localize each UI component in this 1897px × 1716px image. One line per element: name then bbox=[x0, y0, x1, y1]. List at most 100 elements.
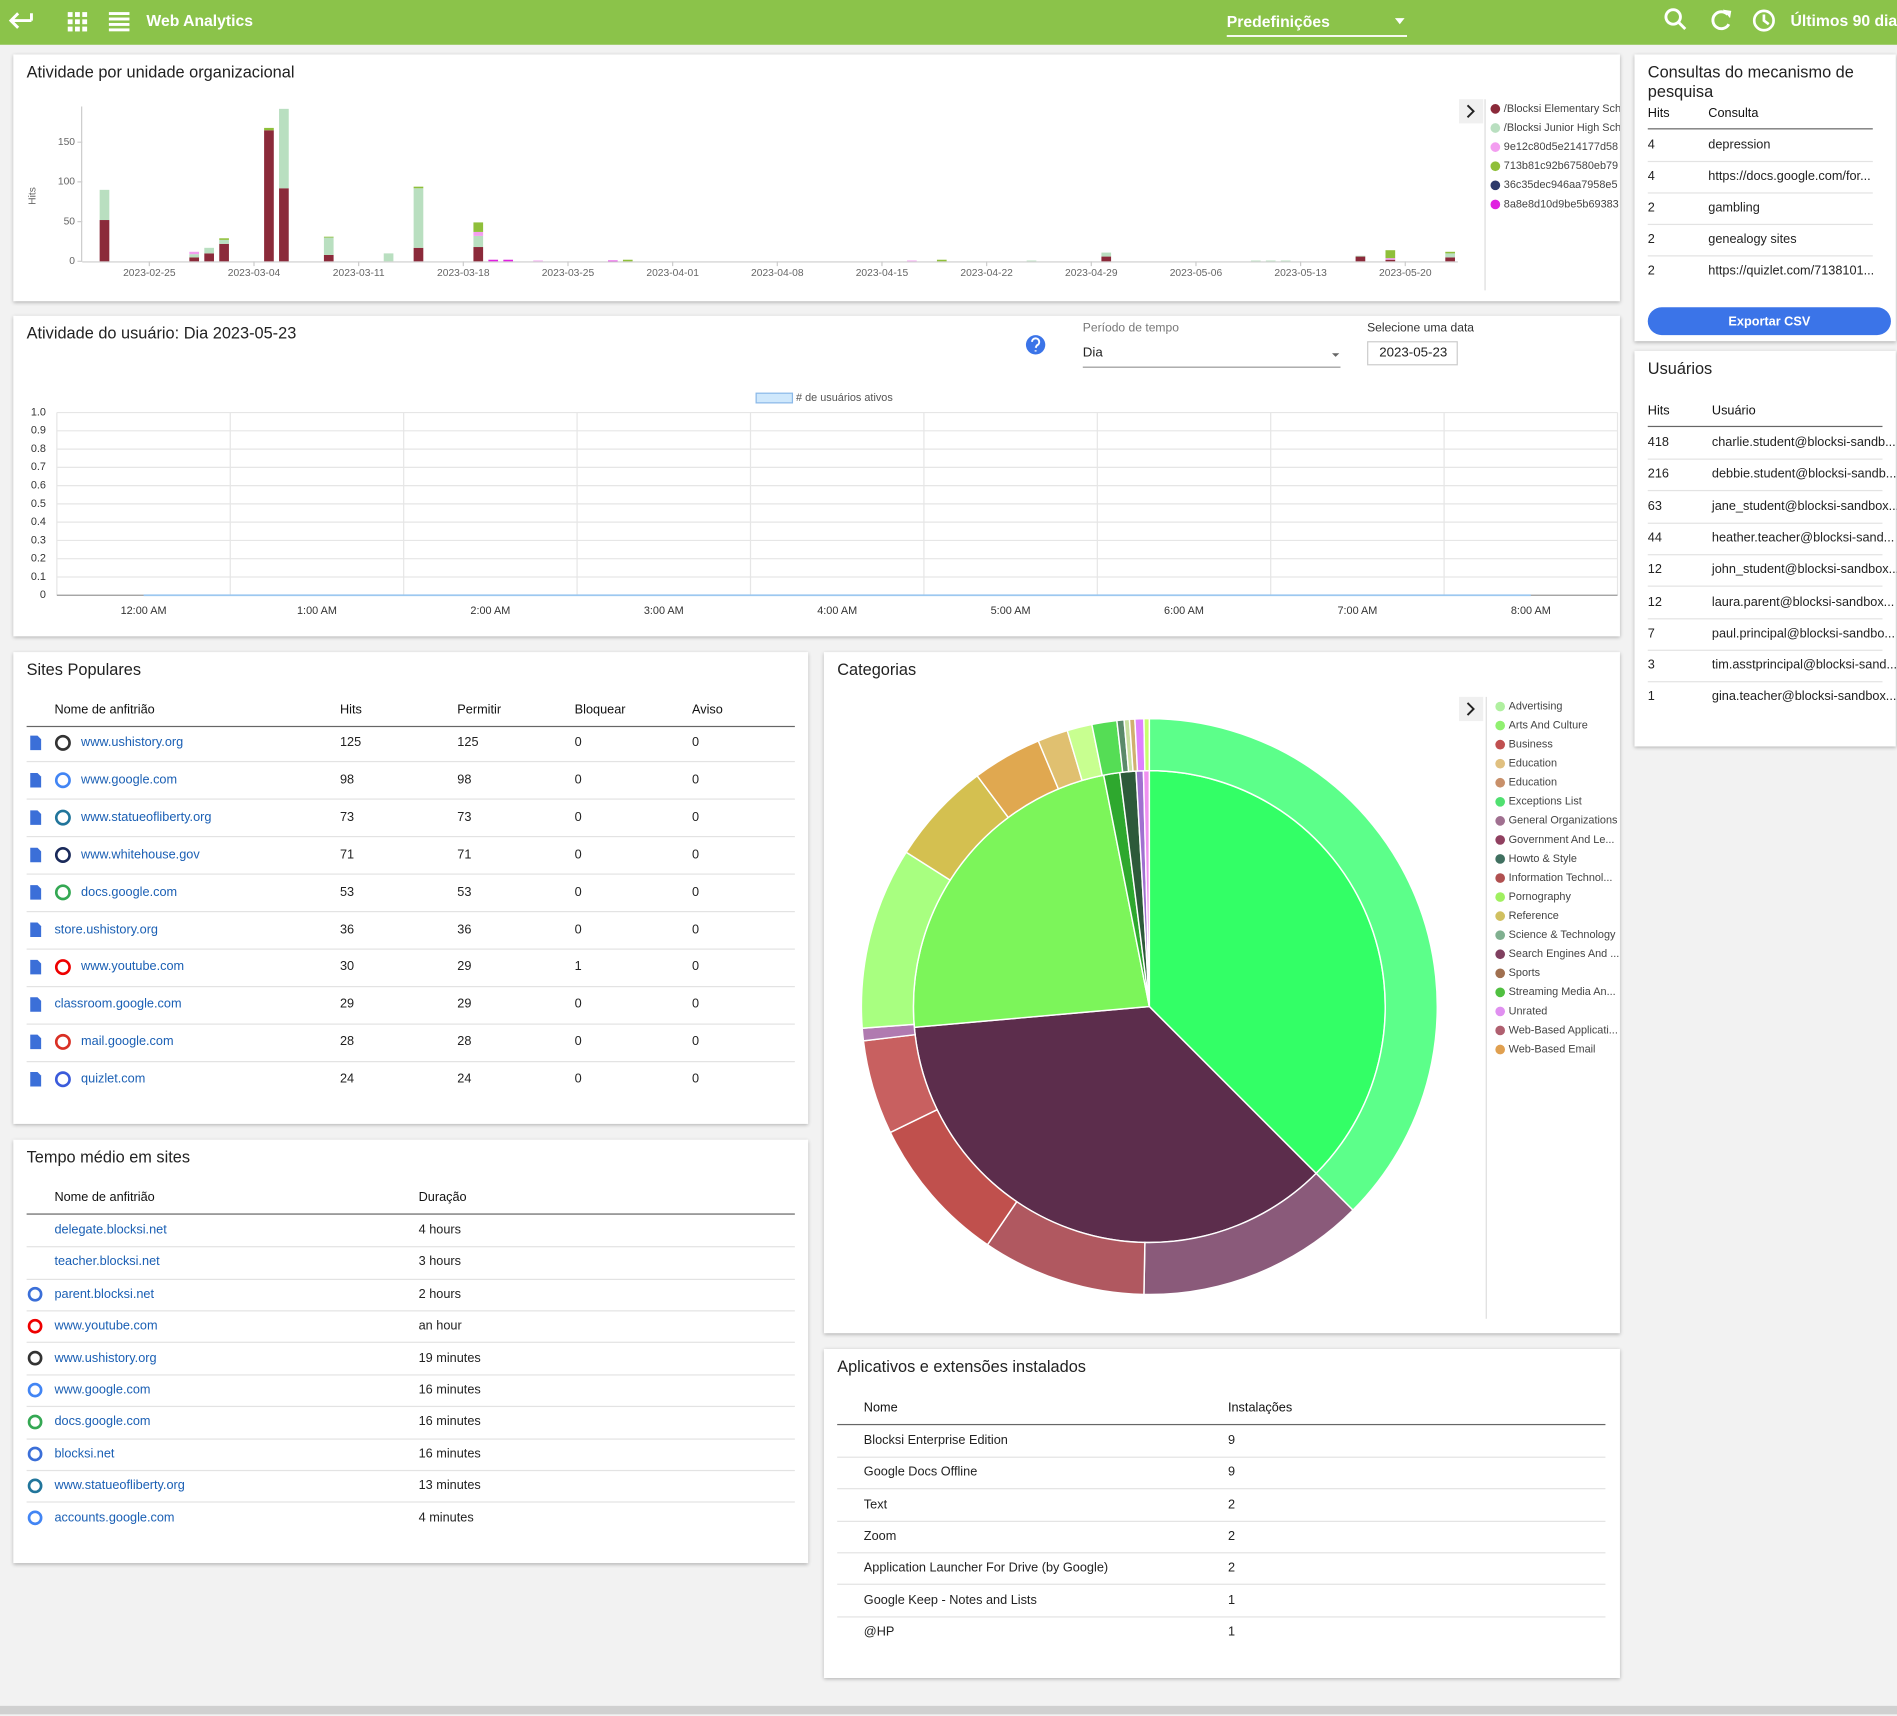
table-cell: 2 hours bbox=[418, 1286, 461, 1302]
back-button[interactable] bbox=[8, 12, 33, 29]
table-cell: 0 bbox=[574, 996, 582, 1012]
hostname-link[interactable]: classroom.google.com bbox=[54, 996, 182, 1012]
period-arrow[interactable] bbox=[1332, 353, 1340, 357]
legend-label: Science & Technology bbox=[1509, 929, 1616, 941]
user-activity-chart: 0 0.1 0.2 0.3 0.4 0.5 0.6 0.7 0.8 0.9 1.0 12:00 AM 1… bbox=[31, 335, 1619, 617]
legend-label: Exceptions List bbox=[1509, 796, 1582, 808]
export-csv-button[interactable]: Exportar CSV bbox=[1647, 307, 1891, 336]
favicon bbox=[27, 1510, 43, 1526]
apps-button[interactable] bbox=[67, 12, 88, 32]
hostname-link[interactable]: www.statueofliberty.org bbox=[54, 1478, 185, 1493]
hostname-link[interactable]: www.google.com bbox=[54, 1382, 151, 1398]
help-icon[interactable] bbox=[1025, 335, 1046, 355]
y-tick-label: 0.3 bbox=[31, 534, 46, 546]
card-title: Atividade do usuário: Dia 2023-05-23 bbox=[26, 324, 297, 343]
legend-label: Howto & Style bbox=[1509, 853, 1577, 865]
legend-swatch bbox=[1495, 816, 1506, 826]
date-range-button[interactable] bbox=[1752, 9, 1775, 32]
bar-segment bbox=[622, 259, 633, 262]
page-icon bbox=[30, 1072, 42, 1087]
y-tick-label: 0 bbox=[69, 256, 75, 267]
hostname-link[interactable]: docs.google.com bbox=[54, 1414, 151, 1429]
bar-segment bbox=[1445, 253, 1455, 258]
legend-toggle[interactable] bbox=[1459, 99, 1484, 124]
hostname-link[interactable]: www.whitehouse.gov bbox=[81, 847, 200, 862]
hostname-link[interactable]: parent.blocksi.net bbox=[54, 1286, 155, 1302]
bar-segment bbox=[907, 260, 917, 262]
x-tick-label: 8:00 AM bbox=[1511, 605, 1551, 617]
hostname-link[interactable]: quizlet.com bbox=[81, 1071, 146, 1087]
top-bar: Web Analytics Predefinições Últimos 90 d… bbox=[0, 0, 1897, 45]
search-button[interactable] bbox=[1664, 8, 1687, 31]
site-icons bbox=[30, 734, 71, 1088]
y-tick-label: 0.9 bbox=[31, 425, 46, 437]
table-cell: 0 bbox=[692, 884, 700, 900]
date-range[interactable]: Últimos 90 dias bbox=[1790, 11, 1897, 30]
page-icon bbox=[30, 997, 42, 1012]
categories-chart: Advertising Arts And Culture Business Educa… bbox=[860, 696, 1619, 1319]
card-title: Sites Populares bbox=[26, 660, 142, 679]
y-tick-label: 50 bbox=[64, 216, 76, 227]
hostname-link[interactable]: www.ushistory.org bbox=[81, 735, 184, 750]
refresh-button[interactable] bbox=[1711, 9, 1732, 31]
hostname-link[interactable]: www.youtube.com bbox=[54, 1318, 158, 1334]
hostname-link[interactable]: docs.google.com bbox=[81, 884, 178, 900]
preset-arrow[interactable] bbox=[1394, 18, 1405, 25]
legend-swatch bbox=[1495, 911, 1506, 921]
hostname-link[interactable]: www.ushistory.org bbox=[54, 1350, 157, 1366]
x-tick-label: 3:00 AM bbox=[644, 605, 684, 617]
page-icon bbox=[30, 1034, 42, 1050]
hostname-link[interactable]: accounts.google.com bbox=[54, 1510, 175, 1525]
table-cell: 9 bbox=[1227, 1433, 1236, 1448]
preset-select[interactable]: Predefinições bbox=[1226, 12, 1330, 31]
hostname-link[interactable]: store.ushistory.org bbox=[54, 922, 158, 937]
table-cell: 12 bbox=[1647, 594, 1662, 609]
hostname-link[interactable]: delegate.blocksi.net bbox=[54, 1222, 167, 1238]
table-cell: 4 bbox=[1647, 169, 1655, 184]
column-header: Bloquear bbox=[574, 702, 626, 718]
table-cell: an hour bbox=[418, 1318, 462, 1334]
x-tick-label: 2023-04-15 bbox=[856, 268, 909, 279]
date-input[interactable]: 2023-05-23 bbox=[1379, 345, 1448, 360]
table-cell: 125 bbox=[339, 735, 362, 750]
table-cell: Google Keep - Notes and Lists bbox=[863, 1592, 1037, 1607]
legend-swatch bbox=[1495, 777, 1506, 788]
favicon bbox=[27, 1382, 43, 1398]
row-divider bbox=[837, 1456, 1606, 1459]
y-tick-label: 0.8 bbox=[31, 443, 46, 455]
horizontal-scrollbar[interactable] bbox=[0, 1705, 1897, 1715]
column-header: Consulta bbox=[1708, 106, 1759, 121]
table-cell: 4 bbox=[1647, 137, 1655, 153]
hostname-link[interactable]: www.youtube.com bbox=[81, 959, 185, 975]
period-select[interactable]: Dia bbox=[1082, 345, 1103, 360]
row-divider bbox=[1647, 192, 1873, 194]
hostname-link[interactable]: teacher.blocksi.net bbox=[54, 1254, 160, 1270]
org-activity-chart: 0 50 100 150 Hits 2023-02-25 2023-03-04 2023-03… bbox=[27, 99, 1620, 291]
date-label: Selecione uma data bbox=[1367, 321, 1475, 336]
date-input-box[interactable] bbox=[1367, 341, 1458, 366]
table-cell: 36 bbox=[339, 922, 355, 937]
hostname-link[interactable]: www.statueofliberty.org bbox=[81, 810, 212, 825]
column-header: Nome bbox=[863, 1400, 898, 1416]
row-divider bbox=[1647, 160, 1873, 163]
table-cell: 13 minutes bbox=[418, 1478, 481, 1493]
bar-segment bbox=[533, 260, 543, 262]
table-cell: 2 bbox=[1647, 200, 1655, 216]
bar-segment bbox=[473, 247, 484, 262]
row-divider bbox=[26, 1437, 795, 1440]
table-cell: debbie.student@blocksi-sandb... bbox=[1711, 467, 1897, 482]
bar-segment bbox=[1026, 260, 1037, 262]
x-tick-label: 1:00 AM bbox=[297, 605, 337, 617]
legend-swatch bbox=[1495, 796, 1506, 807]
table-cell: 36 bbox=[457, 922, 472, 937]
hostname-link[interactable]: mail.google.com bbox=[81, 1034, 174, 1049]
menu-button[interactable] bbox=[108, 12, 130, 32]
table-cell: 53 bbox=[457, 884, 472, 900]
search-queries-card: Consultas do mecanismo de pesquisa Expor… bbox=[1634, 54, 1896, 342]
column-header: Instalações bbox=[1227, 1400, 1293, 1416]
hostname-link[interactable]: blocksi.net bbox=[54, 1446, 115, 1461]
bar-segment bbox=[204, 247, 214, 254]
hostname-link[interactable]: www.google.com bbox=[81, 772, 178, 788]
legend-toggle[interactable] bbox=[1459, 696, 1484, 722]
card-title: Consultas do mecanismo de pesquisa bbox=[1647, 62, 1854, 101]
